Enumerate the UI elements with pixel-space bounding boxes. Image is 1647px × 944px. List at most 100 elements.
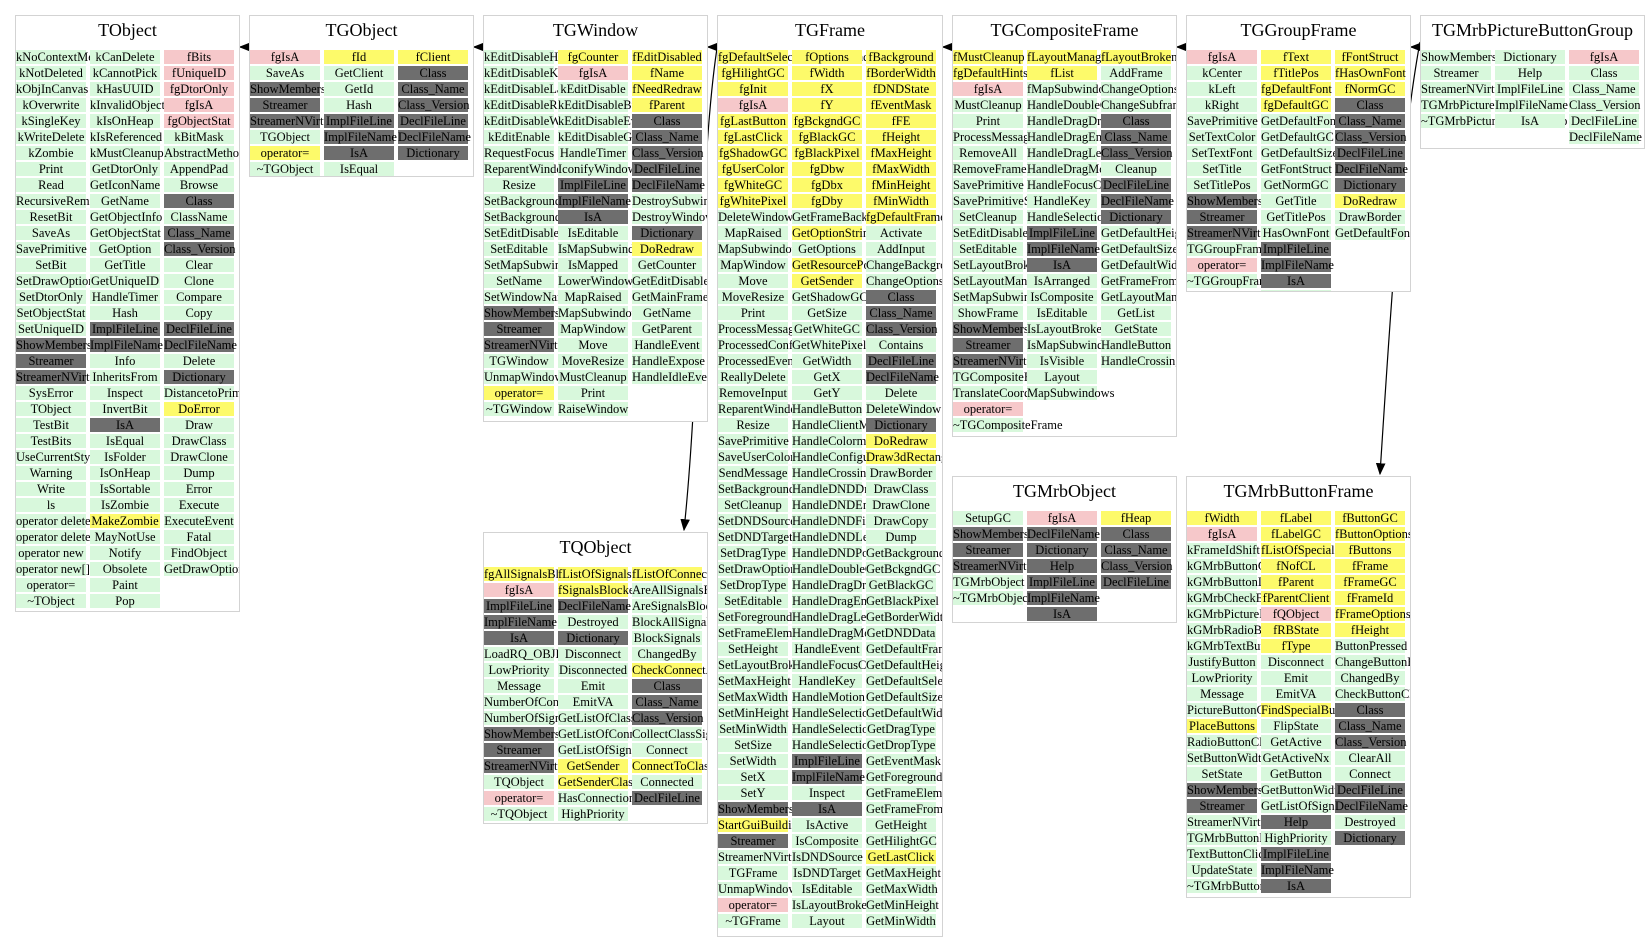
class-member[interactable]: Class	[1335, 98, 1405, 112]
class-member[interactable]: fMaxWidth	[866, 162, 936, 176]
class-member[interactable]: kEditDisableResize	[484, 98, 583, 112]
class-member[interactable]: GetDefaultFontStruct	[1335, 226, 1410, 240]
class-member[interactable]: ImplFileLine	[558, 178, 628, 192]
class-member[interactable]: GetMaxHeight	[866, 866, 941, 880]
class-member[interactable]: HandleCrossing	[792, 466, 873, 480]
class-member[interactable]: SetBackgroundPixmap	[484, 210, 600, 224]
class-member[interactable]: fgWhiteGC	[718, 178, 788, 192]
class-member[interactable]: Layout	[792, 914, 862, 928]
class-member[interactable]: ShowMembers	[250, 82, 326, 96]
class-member[interactable]: kSingleKey	[16, 114, 86, 128]
class-member[interactable]: SendMessage	[718, 466, 788, 480]
class-member[interactable]: DeclFileName	[398, 130, 471, 144]
class-member[interactable]: Dictionary	[1335, 831, 1405, 845]
class-member[interactable]: MustCleanup	[953, 98, 1023, 112]
class-member[interactable]: Rename	[1261, 290, 1331, 291]
class-member[interactable]: Read	[16, 178, 86, 192]
class-member[interactable]: IsA	[1261, 274, 1331, 288]
class-member[interactable]: DeclFileLine	[398, 114, 468, 128]
class-member[interactable]: Dictionary	[164, 370, 234, 384]
class-member[interactable]: fOptions	[792, 50, 862, 64]
class-member[interactable]: HandleDragMotion	[1027, 162, 1125, 176]
class-member[interactable]: fType	[1261, 639, 1331, 653]
class-member[interactable]: DoRedraw	[632, 242, 702, 256]
class-member[interactable]: MapSubwindows	[718, 242, 806, 256]
class-member[interactable]: fName	[632, 66, 702, 80]
class-member[interactable]: BlockAllSignals	[632, 615, 708, 629]
class-member[interactable]: GetDropType	[866, 738, 936, 752]
class-member[interactable]: IsA	[558, 210, 628, 224]
class-member[interactable]: TestBit	[16, 418, 86, 432]
class-member[interactable]: GetMinWidth	[866, 914, 936, 928]
class-member[interactable]: HandleSelectionRequest	[792, 738, 915, 752]
class-member[interactable]: ImplFileLine	[1261, 242, 1331, 256]
class-member[interactable]: Class_Version	[398, 98, 470, 112]
class-member[interactable]: IsLayoutBroken	[792, 898, 874, 912]
class-member[interactable]: Dictionary	[632, 226, 702, 240]
class-member[interactable]: GetBlackPixel	[866, 594, 939, 608]
class-member[interactable]: DeclFileLine	[1335, 146, 1405, 160]
class-member[interactable]: kEditDisable	[558, 82, 628, 96]
class-member[interactable]: TGObject	[250, 130, 320, 144]
class-member[interactable]: HasOwnFont	[1261, 226, 1331, 240]
class-member[interactable]: DrawClass	[866, 482, 936, 496]
class-member[interactable]: DeleteWindowCallback	[718, 210, 838, 224]
class-member[interactable]: Streamer	[718, 834, 788, 848]
class-member[interactable]: DeclFileLine	[866, 354, 936, 368]
class-member[interactable]: ~TGMrbButtonFrame	[1187, 879, 1298, 893]
class-member[interactable]: IsEqual	[324, 162, 394, 176]
class-member[interactable]: fListOfSignals	[558, 567, 632, 581]
class-member[interactable]: fgDefaultSelectedBackground	[718, 50, 869, 64]
class-member[interactable]: IsA	[1027, 258, 1097, 272]
class-member[interactable]: kEditDisableHeight	[484, 50, 584, 64]
class-member[interactable]: kGMrbCheckButton	[1187, 591, 1290, 605]
class-member[interactable]: Class	[1335, 703, 1405, 717]
class-member[interactable]: ChangedBy	[632, 647, 702, 661]
class-member[interactable]: Dump	[164, 466, 234, 480]
class-member[interactable]: GetLayoutManager	[1101, 290, 1177, 304]
class-member[interactable]: IsZombie	[90, 498, 160, 512]
class-member[interactable]: GetDrawOption	[164, 562, 240, 576]
class-member[interactable]: fId	[324, 50, 394, 64]
class-member[interactable]: fgIsA	[953, 82, 1023, 96]
class-member[interactable]: HandleEvent	[632, 338, 702, 352]
class-member[interactable]: Dictionary	[1335, 178, 1405, 192]
class-member[interactable]: IsA	[1495, 114, 1565, 128]
class-member[interactable]: kEditDisableEvents	[558, 114, 658, 128]
class-member[interactable]: fgIsA	[1187, 527, 1257, 541]
class-member[interactable]: operator=	[953, 402, 1023, 416]
class-member[interactable]: kCenter	[1187, 66, 1257, 80]
class-member[interactable]: operator=	[718, 898, 788, 912]
class-member[interactable]: HandleDNDDrop	[792, 482, 881, 496]
class-member[interactable]: ~TGCompositeFrame	[953, 418, 1063, 432]
class-member[interactable]: SetDrawOption	[718, 562, 797, 576]
class-member[interactable]: kOverwrite	[16, 98, 86, 112]
class-member[interactable]: fWidth	[1187, 511, 1257, 525]
class-member[interactable]: Destroyed	[1335, 815, 1405, 829]
class-member[interactable]: fRBState	[1261, 623, 1331, 637]
class-member[interactable]: Help	[1261, 815, 1331, 829]
class-member[interactable]: Dictionary	[558, 631, 628, 645]
class-member[interactable]: SetForegroundColor	[718, 610, 821, 624]
class-member[interactable]: Class	[866, 290, 936, 304]
class-member[interactable]: Clone	[164, 274, 234, 288]
class-member[interactable]: SetEditDisabled	[953, 226, 1035, 240]
class-member[interactable]: HandleDoubleClick	[792, 562, 892, 576]
class-member[interactable]: Class_Name	[1101, 130, 1171, 144]
class-member[interactable]: MoveResize	[558, 354, 628, 368]
class-member[interactable]: IsComposite	[792, 834, 862, 848]
class-member[interactable]: kEditDisableKeyEnable	[484, 66, 605, 80]
class-member[interactable]: HandleButton	[1101, 338, 1172, 352]
class-member[interactable]: GetDtorOnly	[90, 162, 160, 176]
class-member[interactable]: Class_Name	[1335, 719, 1405, 733]
class-member[interactable]: Streamer	[1187, 210, 1257, 224]
class-member[interactable]: SetWidth	[718, 754, 788, 768]
class-member[interactable]: operator=	[16, 578, 86, 592]
class-member[interactable]: fSignalsBlocked	[558, 583, 641, 597]
class-member[interactable]: fMaxHeight	[866, 146, 936, 160]
class-member[interactable]: DoRedraw	[866, 434, 936, 448]
class-member[interactable]: Class_Name	[866, 306, 936, 320]
class-member[interactable]: IsOnHeap	[90, 466, 160, 480]
class-member[interactable]: TObject	[16, 402, 86, 416]
class-member[interactable]: ImplFileLine	[1495, 82, 1565, 96]
